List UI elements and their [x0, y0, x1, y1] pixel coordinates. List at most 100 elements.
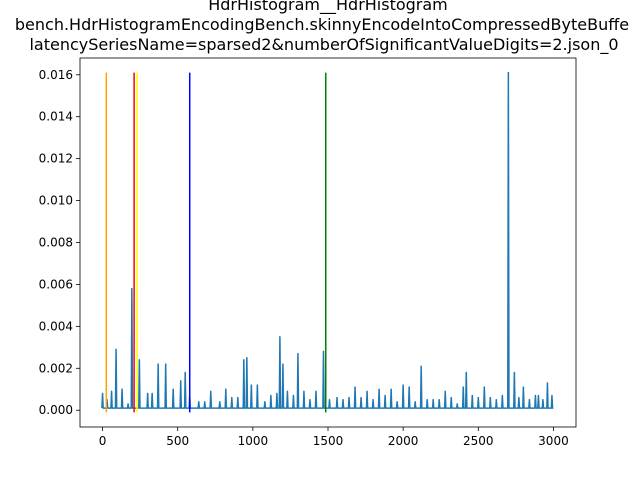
axes: 0 500 1000 1500 2000 2500 3000 0.000 0.002 0.004 0…	[39, 57, 577, 448]
data-point	[513, 371, 515, 374]
data-point	[450, 397, 452, 399]
data-point	[246, 357, 248, 359]
data-point	[438, 399, 440, 401]
data-point	[180, 380, 182, 382]
data-point	[402, 384, 404, 386]
x-tick-label: 1500	[313, 434, 344, 448]
data-point	[198, 401, 200, 403]
data-point	[336, 397, 338, 399]
y-tick-label: 0.008	[39, 236, 73, 250]
data-point	[426, 399, 428, 401]
data-point	[264, 401, 266, 403]
data-point	[101, 392, 104, 395]
plot-area	[101, 71, 554, 413]
y-tick-label: 0.002	[39, 361, 73, 375]
data-point	[420, 365, 422, 367]
data-point	[342, 399, 344, 401]
data-point	[115, 348, 117, 351]
data-point	[518, 397, 520, 399]
data-point	[360, 397, 362, 399]
data-point	[495, 399, 497, 401]
data-point	[147, 392, 149, 395]
x-tick-label: 500	[166, 434, 189, 448]
data-point	[204, 401, 206, 403]
data-point	[210, 390, 212, 392]
data-point	[489, 397, 491, 399]
data-point	[465, 371, 467, 374]
data-point	[292, 394, 295, 397]
chart-title: HdrHistogram__HdrHistogram bench.HdrHist…	[15, 0, 629, 55]
data-point	[483, 386, 485, 388]
data-point	[237, 397, 239, 399]
data-point	[507, 72, 509, 74]
data-point	[303, 390, 305, 392]
data-point	[219, 401, 221, 403]
data-point	[110, 390, 113, 392]
data-point	[315, 390, 317, 392]
data-point	[231, 397, 233, 399]
data-point	[462, 386, 464, 388]
data-point	[250, 384, 252, 386]
data-point	[522, 386, 524, 388]
data-point	[551, 394, 553, 397]
data-point	[366, 390, 368, 392]
data-point	[121, 388, 123, 390]
data-point	[131, 288, 133, 290]
data-point	[546, 382, 549, 384]
data-point	[534, 394, 537, 397]
data-point	[225, 388, 227, 390]
data-point	[456, 403, 458, 405]
data-point	[270, 394, 272, 397]
data-point	[348, 397, 350, 399]
y-tick-label: 0.012	[39, 152, 73, 166]
data-point	[390, 388, 392, 390]
data-point	[322, 350, 325, 353]
y-tick-label: 0.006	[39, 277, 73, 291]
y-tick-label: 0.000	[39, 403, 73, 417]
y-tick-label: 0.010	[39, 194, 73, 208]
y-tick-label: 0.014	[39, 110, 73, 124]
plot-frame	[79, 57, 577, 428]
data-point	[138, 359, 140, 361]
data-point	[127, 403, 129, 405]
x-tick-label: 2000	[388, 434, 419, 448]
x-tick-label: 0	[99, 434, 107, 448]
data-point	[444, 390, 446, 392]
data-point	[354, 386, 356, 388]
data-point	[432, 399, 434, 401]
data-point	[384, 394, 386, 397]
data-point	[256, 384, 258, 386]
data-point	[243, 359, 245, 361]
data-point	[309, 399, 311, 401]
title-line-1: HdrHistogram__HdrHistogram	[208, 0, 448, 15]
title-line-2: bench.HdrHistogramEncodingBench.skinnyEn…	[15, 15, 629, 34]
data-point	[396, 401, 398, 403]
data-point	[184, 371, 186, 374]
x-tick-label: 1000	[238, 434, 269, 448]
data-point	[378, 388, 380, 390]
data-point	[477, 397, 479, 399]
data-point	[157, 363, 159, 365]
data-point	[282, 363, 284, 365]
x-tick-label: 2500	[463, 434, 494, 448]
data-point	[501, 394, 503, 397]
data-point	[408, 386, 410, 388]
data-point	[172, 388, 174, 390]
data-point	[414, 401, 416, 403]
data-point	[151, 392, 153, 395]
data-point	[537, 394, 540, 397]
data-point	[276, 392, 278, 395]
data-point	[542, 399, 544, 401]
y-tick-label: 0.004	[39, 319, 73, 333]
x-tick-label: 3000	[538, 434, 569, 448]
data-point	[279, 336, 281, 338]
data-point	[286, 390, 289, 392]
data-point	[297, 353, 299, 355]
series-line-0	[101, 71, 554, 409]
title-line-3: latencySeriesName=sparsed2&numberOfSigni…	[29, 35, 618, 55]
data-point	[372, 399, 374, 401]
data-point	[328, 399, 331, 401]
y-tick-label: 0.016	[39, 68, 73, 82]
data-point	[471, 394, 473, 397]
